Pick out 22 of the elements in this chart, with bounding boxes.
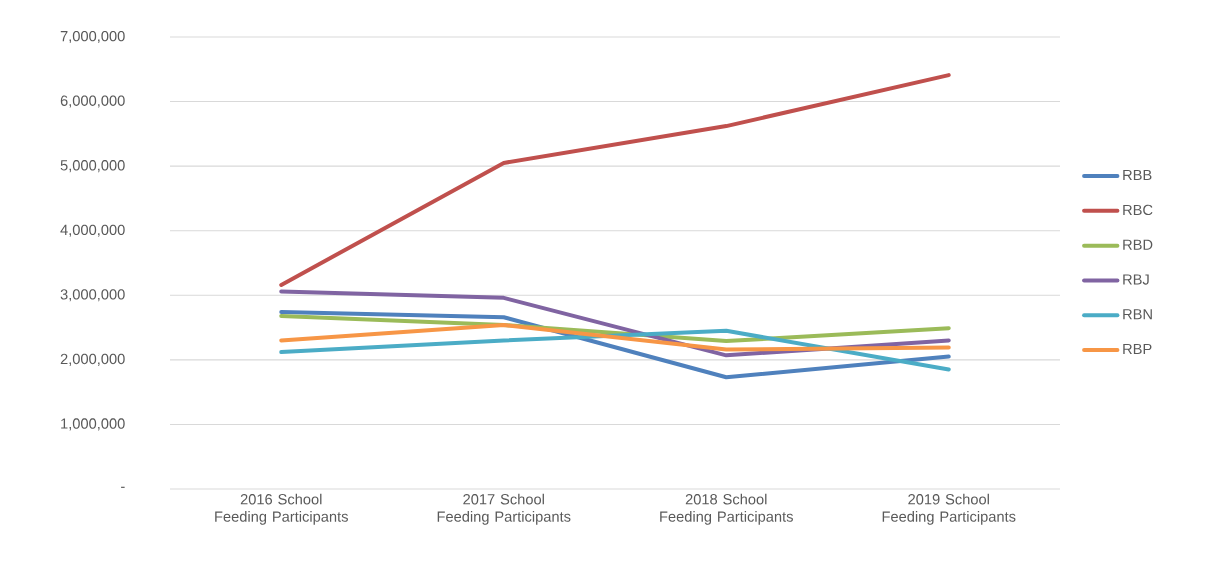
y-tick-label: - — [121, 486, 125, 488]
x-tick-label: 2017 School Feeding Participants — [437, 493, 571, 525]
line-series — [279, 310, 951, 380]
legend-label: RBC — [1123, 204, 1153, 216]
legend-label: RBB — [1123, 169, 1152, 181]
line-series — [279, 322, 951, 352]
y-tick-label: 4,000,000 — [60, 224, 125, 237]
y-tick-label: 5,000,000 — [60, 160, 125, 173]
y-tick-label: 2,000,000 — [60, 353, 125, 366]
y-tick-label: 3,000,000 — [60, 289, 125, 302]
line-series — [279, 73, 951, 287]
legend-label: RBJ — [1123, 274, 1149, 285]
x-tick-label: 2018 School Feeding Participants — [660, 493, 793, 525]
line-series — [279, 328, 951, 372]
x-tick-label: 2019 School Feeding Participants — [882, 493, 1016, 525]
y-tick-label: 7,000,000 — [60, 30, 125, 44]
x-tick-label: 2016 School Feeding Participants — [215, 493, 348, 525]
y-tick-label: 1,000,000 — [61, 418, 125, 431]
legend-label: RBD — [1123, 239, 1153, 250]
legend-label: RBN — [1123, 309, 1152, 320]
y-tick-label: 6,000,000 — [60, 95, 125, 108]
legend-label: RBP — [1123, 343, 1152, 354]
